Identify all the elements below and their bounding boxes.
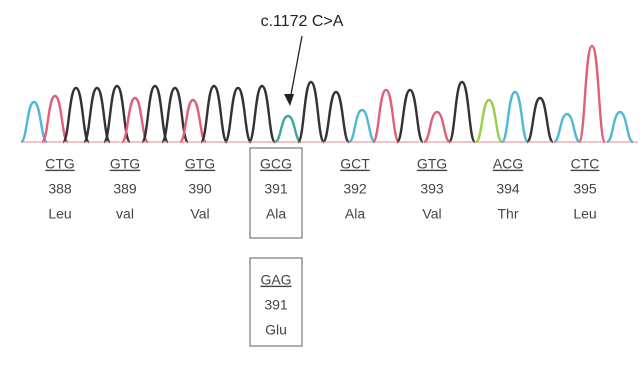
amino-acid: Leu: [48, 206, 71, 222]
position: 389: [113, 181, 137, 197]
codon: GCT: [340, 156, 370, 172]
position: 391: [264, 181, 288, 197]
codon: GTG: [110, 156, 140, 172]
mutant-codon: GAG: [260, 272, 291, 288]
amino-acid: Thr: [498, 206, 519, 222]
codon: GCG: [260, 156, 292, 172]
codon: GTG: [185, 156, 215, 172]
background: [0, 0, 643, 369]
position: 395: [573, 181, 597, 197]
chromatogram-figure: c.1172 C>A CTG 388 Leu GTG 389 val GTG 390 Val GC…: [0, 0, 643, 369]
amino-acid: Val: [422, 206, 441, 222]
amino-acid: Ala: [345, 206, 365, 222]
amino-acid: Val: [190, 206, 209, 222]
position: 392: [343, 181, 367, 197]
position: 393: [420, 181, 444, 197]
mutation-label: c.1172 C>A: [261, 13, 344, 30]
amino-acid: val: [116, 206, 134, 222]
position: 390: [188, 181, 212, 197]
mutant-position: 391: [264, 297, 288, 313]
codon: CTG: [45, 156, 75, 172]
amino-acid: Ala: [266, 206, 286, 222]
codon: ACG: [493, 156, 523, 172]
codon: CTC: [571, 156, 600, 172]
position: 394: [496, 181, 520, 197]
amino-acid: Leu: [573, 206, 596, 222]
position: 388: [48, 181, 72, 197]
mutant-amino-acid: Glu: [265, 322, 287, 338]
codon: GTG: [417, 156, 447, 172]
